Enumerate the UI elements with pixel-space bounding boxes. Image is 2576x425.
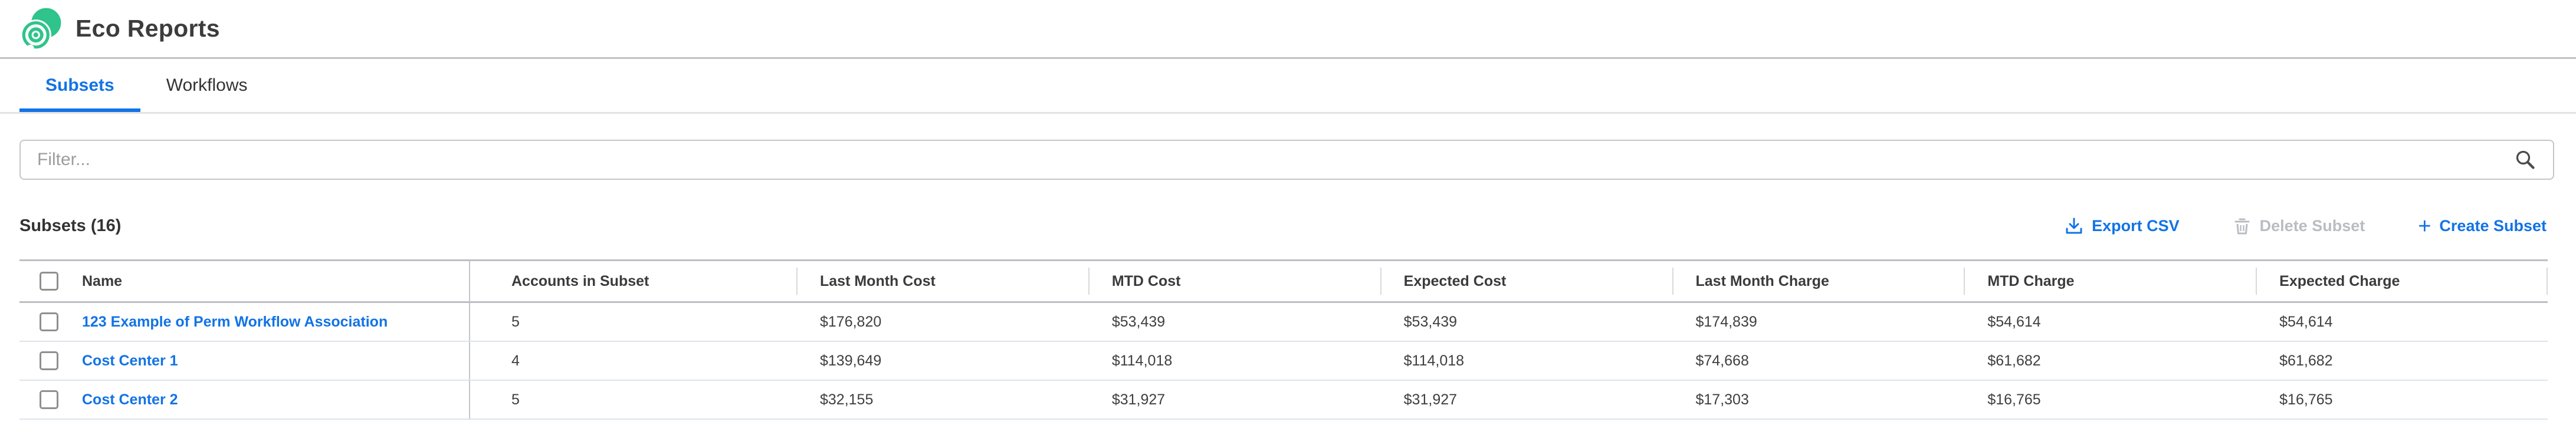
mtd-charge-cell: $54,614 — [1987, 313, 2041, 330]
tab-workflows[interactable]: Workflows — [166, 75, 248, 95]
download-icon — [2065, 217, 2083, 236]
table-header-row: Name Accounts in Subset Last Month Cost … — [19, 259, 2548, 303]
subsets-table: Name Accounts in Subset Last Month Cost … — [19, 259, 2548, 420]
column-header-accounts: Accounts in Subset — [469, 261, 796, 301]
last-month-cost-cell: $176,820 — [820, 313, 882, 330]
accounts-cell: 4 — [469, 342, 796, 380]
subset-name-link[interactable]: Cost Center 1 — [82, 352, 178, 369]
tab-subsets[interactable]: Subsets — [19, 59, 140, 112]
create-subset-label: Create Subset — [2439, 217, 2547, 235]
select-all-checkbox[interactable] — [40, 272, 58, 291]
row-checkbox[interactable] — [40, 351, 58, 370]
export-csv-label: Export CSV — [2092, 217, 2180, 235]
spot-eco-logo-icon — [18, 6, 64, 52]
subset-name-cell: Cost Center 2 — [64, 391, 469, 408]
mtd-cost-cell: $31,927 — [1111, 391, 1166, 408]
tab-bar: Subsets Workflows — [0, 59, 2576, 114]
expected-cost-cell: $31,927 — [1403, 391, 1458, 408]
row-checkbox-cell — [19, 342, 64, 380]
last-month-charge-cell: $17,303 — [1695, 391, 1749, 408]
app-header: Eco Reports — [0, 0, 2576, 59]
row-checkbox-cell — [19, 381, 64, 419]
export-csv-button[interactable]: Export CSV — [2065, 217, 2180, 236]
table-body: 123 Example of Perm Workflow Association… — [19, 303, 2548, 420]
column-header-last-month-charge: Last Month Charge — [1672, 261, 1964, 301]
subset-name-cell: 123 Example of Perm Workflow Association — [64, 314, 469, 331]
mtd-charge-cell: $61,682 — [1987, 352, 2041, 369]
column-header-expected-cost: Expected Cost — [1380, 261, 1672, 301]
last-month-cost-cell: $32,155 — [820, 391, 874, 408]
header-checkbox-cell — [19, 261, 64, 301]
toolbar-actions: Export CSV Delete Subset + Create Subset — [2065, 213, 2547, 239]
delete-subset-button[interactable]: Delete Subset — [2233, 217, 2365, 236]
create-subset-button[interactable]: + Create Subset — [2418, 213, 2547, 239]
filter-input[interactable] — [19, 140, 2554, 180]
accounts-cell: 5 — [469, 303, 796, 341]
table-row: Cost Center 1 4 $139,649 $114,018 $114,0… — [19, 342, 2548, 381]
subsets-count-heading: Subsets (16) — [19, 216, 122, 235]
row-checkbox-cell — [19, 303, 64, 341]
column-header-mtd-cost: MTD Cost — [1088, 261, 1380, 301]
column-header-expected-charge: Expected Charge — [2256, 261, 2548, 301]
subsets-toolbar: Subsets (16) Export CSV — [19, 213, 2547, 239]
plus-icon: + — [2418, 213, 2431, 239]
table-row: 123 Example of Perm Workflow Association… — [19, 303, 2548, 342]
filter-bar — [19, 140, 2554, 180]
expected-charge-cell: $16,765 — [2279, 391, 2333, 408]
row-checkbox[interactable] — [40, 390, 58, 409]
column-header-last-month-cost: Last Month Cost — [796, 261, 1088, 301]
subset-name-link[interactable]: Cost Center 2 — [82, 391, 178, 408]
expected-charge-cell: $61,682 — [2279, 352, 2333, 369]
expected-cost-cell: $114,018 — [1403, 352, 1465, 369]
column-header-name: Name — [82, 272, 123, 289]
expected-cost-cell: $53,439 — [1403, 313, 1458, 330]
search-icon — [2514, 149, 2536, 171]
page-title: Eco Reports — [76, 15, 220, 42]
expected-charge-cell: $54,614 — [2279, 313, 2333, 330]
mtd-cost-cell: $114,018 — [1111, 352, 1173, 369]
column-header-mtd-charge: MTD Charge — [1964, 261, 2256, 301]
accounts-cell: 5 — [469, 381, 796, 419]
trash-icon — [2233, 217, 2252, 236]
last-month-charge-cell: $74,668 — [1695, 352, 1749, 369]
last-month-cost-cell: $139,649 — [820, 352, 882, 369]
mtd-cost-cell: $53,439 — [1111, 313, 1166, 330]
mtd-charge-cell: $16,765 — [1987, 391, 2041, 408]
table-row: Cost Center 2 5 $32,155 $31,927 $31,927 … — [19, 381, 2548, 420]
row-checkbox[interactable] — [40, 312, 58, 331]
last-month-charge-cell: $174,839 — [1695, 313, 1757, 330]
subset-name-link[interactable]: 123 Example of Perm Workflow Association — [82, 313, 388, 330]
delete-subset-label: Delete Subset — [2259, 217, 2365, 235]
subset-name-cell: Cost Center 1 — [64, 352, 469, 370]
